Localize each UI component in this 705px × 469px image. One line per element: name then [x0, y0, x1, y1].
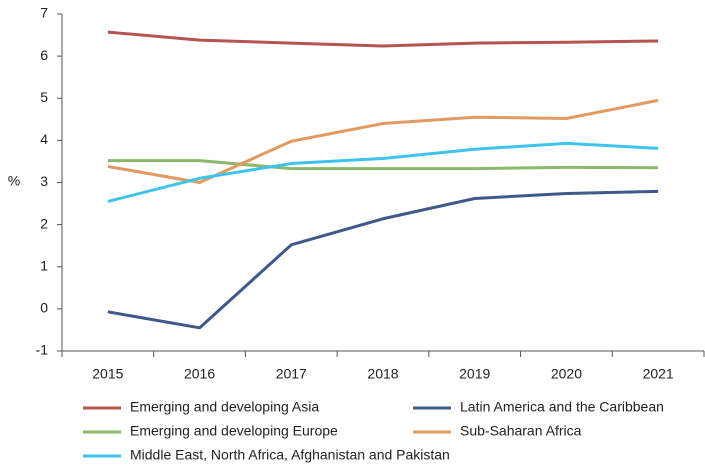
legend-label: Emerging and developing Europe — [130, 423, 338, 439]
x-tick-label: 2017 — [276, 366, 307, 382]
series-line — [107, 30, 659, 48]
legend-label: Latin America and the Caribbean — [460, 399, 664, 415]
y-tick-label: 1 — [40, 257, 48, 273]
y-axis-label: % — [8, 173, 20, 189]
y-tick-label: -1 — [36, 342, 49, 358]
x-tick-label: 2019 — [459, 366, 490, 382]
y-tick-label: 6 — [40, 47, 48, 63]
y-tick-label: 5 — [40, 89, 48, 105]
y-tick-label: 0 — [40, 300, 48, 316]
legend-label: Emerging and developing Asia — [130, 399, 319, 415]
y-tick-label: 2 — [40, 215, 48, 231]
legend-label: Sub-Saharan Africa — [460, 423, 582, 439]
y-tick-label: 4 — [40, 131, 48, 147]
series-line — [107, 189, 659, 330]
series-line — [107, 141, 659, 203]
legend-label: Middle East, North Africa, Afghanistan a… — [130, 447, 450, 463]
x-tick-label: 2018 — [367, 366, 398, 382]
x-tick-label: 2016 — [184, 366, 215, 382]
series-line — [107, 98, 659, 184]
x-tick-label: 2015 — [92, 366, 123, 382]
y-tick-label: 3 — [40, 173, 48, 189]
x-tick-label: 2021 — [643, 366, 674, 382]
y-tick-label: 7 — [40, 5, 48, 21]
series-line — [107, 159, 659, 171]
x-tick-label: 2020 — [551, 366, 582, 382]
